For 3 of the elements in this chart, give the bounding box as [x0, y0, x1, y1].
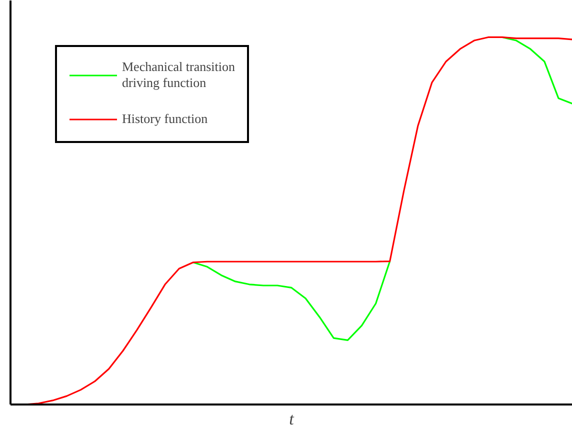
x-axis-title: t [289, 410, 296, 428]
legend-label: History function [122, 111, 208, 127]
legend-label: Mechanical transition driving function [122, 59, 235, 91]
